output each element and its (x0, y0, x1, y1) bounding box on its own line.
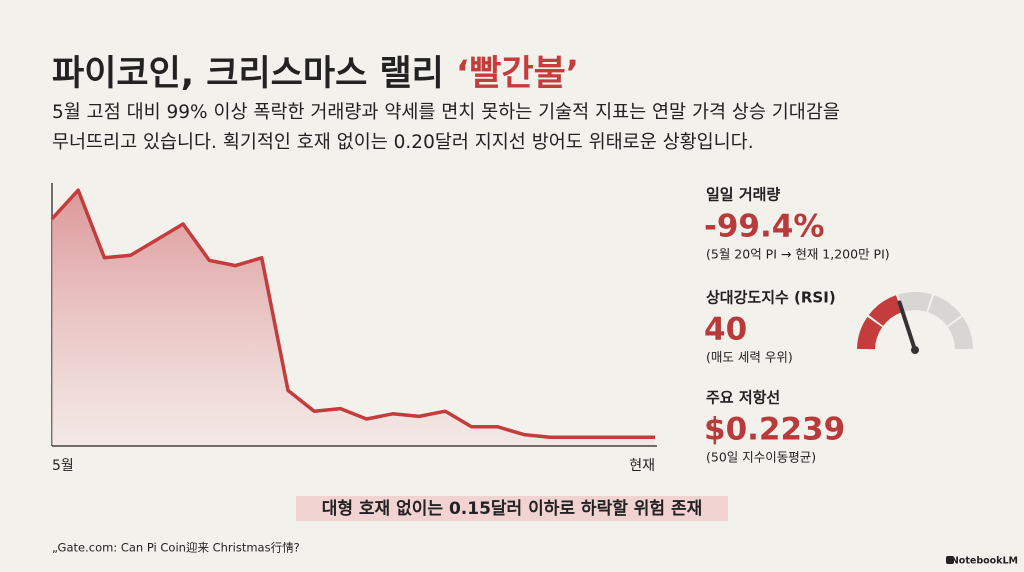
title-emphasis: ‘빨간불’ (456, 54, 579, 94)
brand-icon (946, 556, 954, 564)
gauge-segment (898, 292, 932, 312)
area-line (50, 188, 655, 439)
gauge-segment (947, 316, 973, 350)
subtitle-line: 5월 고점 대비 99% 이상 폭락한 거래량과 약세를 면치 못하는 기술적 … (52, 102, 840, 123)
gauge-hub (911, 346, 919, 354)
source: „Gate.com: Can Pi Coin迎来 Christmas行情? (52, 541, 300, 555)
brand: NotebookLM (951, 556, 1018, 567)
callout: 대형 호재 없이는 0.15달러 이하로 하락할 위험 존재 (322, 498, 703, 519)
title-text: 파이코인, 크리스마스 랠리 (52, 54, 444, 94)
stat-value: 40 (704, 312, 747, 348)
callout-bg (296, 496, 728, 521)
stat-label: 일일 거래량 (706, 186, 780, 204)
x-tick-label: 5월 (52, 458, 74, 474)
title: 파이코인, 크리스마스 랠리 ‘빨간불’ (52, 54, 579, 94)
stat-note: (매도 세력 우위) (706, 350, 793, 365)
stat-label: 주요 저항선 (706, 389, 780, 407)
gauge-segment (857, 316, 883, 350)
stat-note: (50일 지수이동평균) (706, 450, 816, 465)
gauge-needle (897, 300, 917, 352)
subtitle-line: 무너뜨리고 있습니다. 획기적인 호재 없이는 0.20달러 지지선 방어도 위… (52, 132, 754, 153)
stat-value: -99.4% (704, 209, 824, 245)
stat-note: (5월 20억 PI → 현재 1,200만 PI) (706, 247, 890, 262)
stat-value: $0.2239 (704, 412, 845, 448)
chart: 5월 현재 (50, 188, 655, 474)
stat-label: 상대강도지수 (RSI) (706, 289, 836, 307)
area-fill (52, 190, 655, 445)
x-tick-label: 현재 (629, 458, 655, 474)
stats-panel: 일일 거래량 -99.4% (5월 20억 PI → 현재 1,200만 PI) 상대… (704, 186, 973, 465)
gauge-segment (928, 295, 962, 326)
gauge-segment (868, 295, 902, 326)
